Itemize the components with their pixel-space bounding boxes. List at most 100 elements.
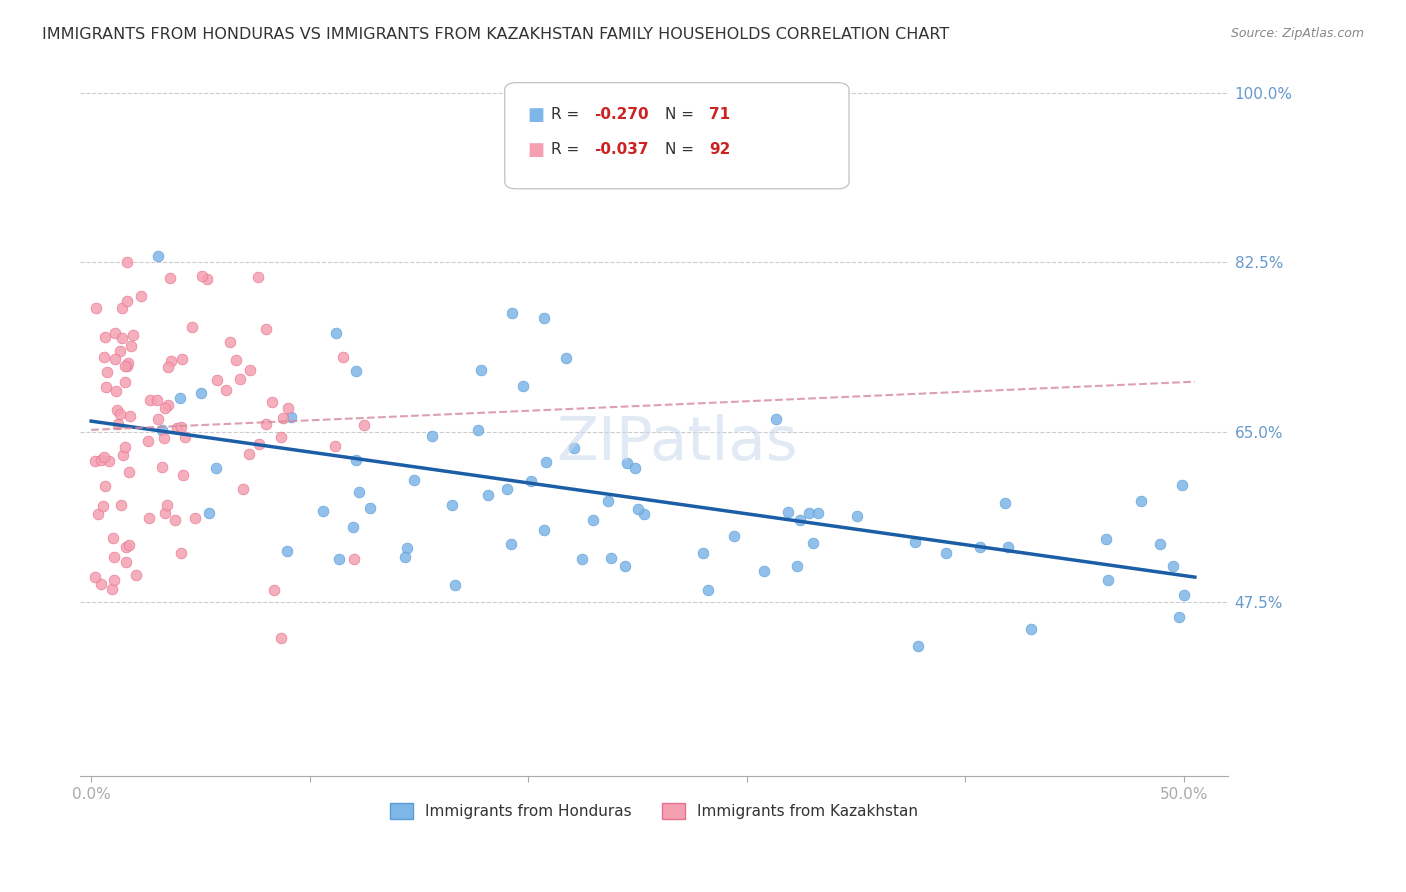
Point xyxy=(270,631,292,645)
Point xyxy=(1130,493,1153,508)
Point xyxy=(184,511,207,525)
Point xyxy=(533,311,555,326)
Point xyxy=(616,456,638,470)
Point xyxy=(440,498,463,512)
Point xyxy=(84,301,107,316)
Point xyxy=(190,385,212,400)
Point xyxy=(155,507,177,521)
Point xyxy=(1019,622,1042,636)
Point xyxy=(156,498,179,512)
Point xyxy=(325,439,347,453)
Point xyxy=(799,506,821,520)
Point xyxy=(138,511,160,525)
Point xyxy=(115,294,138,309)
Point xyxy=(477,488,499,502)
Point xyxy=(247,270,270,285)
Text: N =: N = xyxy=(665,143,699,157)
Point xyxy=(1094,532,1116,546)
Point xyxy=(105,402,128,417)
Point xyxy=(344,364,367,378)
Point xyxy=(807,506,830,520)
Point xyxy=(332,350,354,364)
Text: ■: ■ xyxy=(527,105,544,123)
Point xyxy=(249,437,271,451)
Point xyxy=(170,546,193,560)
Point xyxy=(347,484,370,499)
Point xyxy=(111,301,134,316)
Point xyxy=(624,460,647,475)
Point xyxy=(166,420,188,434)
Point xyxy=(93,479,115,493)
Point xyxy=(1161,559,1184,574)
Point xyxy=(114,440,136,454)
Point xyxy=(1173,588,1195,602)
Point xyxy=(599,550,621,565)
Point xyxy=(443,578,465,592)
Point xyxy=(328,552,350,566)
Point xyxy=(121,328,143,343)
Point xyxy=(394,549,416,564)
Point xyxy=(344,453,367,467)
Point xyxy=(904,534,927,549)
Point xyxy=(163,513,186,527)
Text: R =: R = xyxy=(551,107,583,122)
Point xyxy=(582,513,605,527)
Point xyxy=(420,429,443,443)
Point xyxy=(101,582,124,597)
Point xyxy=(228,372,250,386)
Point xyxy=(1097,573,1119,587)
Point xyxy=(107,417,129,432)
Point xyxy=(90,577,112,591)
Point xyxy=(103,352,125,367)
Point xyxy=(1170,478,1192,492)
Point xyxy=(103,550,125,565)
Point xyxy=(170,420,193,434)
Point xyxy=(353,417,375,432)
Point xyxy=(1149,537,1171,551)
Text: Source: ZipAtlas.com: Source: ZipAtlas.com xyxy=(1230,27,1364,40)
Point xyxy=(118,465,141,479)
Point xyxy=(146,392,169,407)
Point xyxy=(124,568,146,582)
Point xyxy=(752,564,775,578)
Point xyxy=(114,555,136,569)
Point xyxy=(395,541,418,555)
Point xyxy=(104,326,127,340)
Point xyxy=(204,461,226,475)
Point xyxy=(554,351,576,365)
Point xyxy=(103,531,125,545)
Point xyxy=(470,363,492,377)
Point xyxy=(136,434,159,448)
Point xyxy=(93,350,115,364)
Point xyxy=(170,352,193,367)
Point xyxy=(238,447,260,461)
Point xyxy=(83,454,105,468)
Point xyxy=(596,494,619,508)
Point xyxy=(195,271,218,285)
Point xyxy=(270,430,292,444)
Point xyxy=(562,442,585,456)
Point xyxy=(845,508,868,523)
Point xyxy=(571,552,593,566)
Point xyxy=(342,520,364,534)
Point xyxy=(120,409,142,423)
Point xyxy=(215,383,238,397)
Point xyxy=(325,326,347,340)
Point xyxy=(614,558,637,573)
Point xyxy=(1167,610,1189,624)
Point xyxy=(105,384,128,398)
Point xyxy=(536,455,558,469)
Point xyxy=(232,482,254,496)
Point xyxy=(312,504,335,518)
Point xyxy=(110,331,132,345)
Point xyxy=(276,544,298,558)
Point xyxy=(404,473,426,487)
Point xyxy=(343,551,366,566)
Point xyxy=(90,452,112,467)
Text: ■: ■ xyxy=(527,141,544,159)
Point xyxy=(218,335,240,350)
Point xyxy=(93,450,115,465)
Point xyxy=(96,365,118,379)
Point xyxy=(907,639,929,653)
Text: -0.270: -0.270 xyxy=(595,107,650,122)
